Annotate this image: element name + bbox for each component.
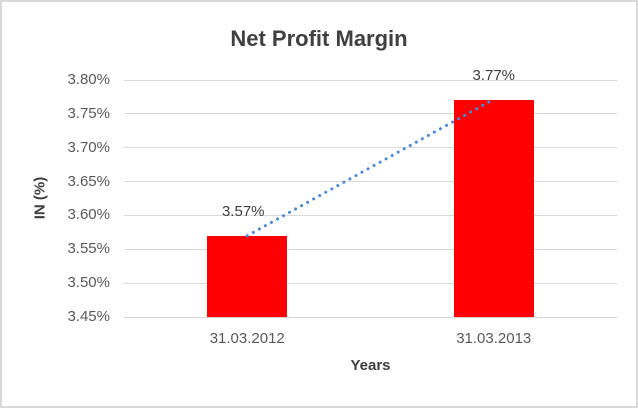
- gridline: [124, 282, 617, 284]
- y-tick-label: 3.70%: [67, 138, 110, 156]
- y-tick-label: 3.80%: [67, 71, 110, 88]
- y-tick-label: 3.45%: [67, 308, 110, 325]
- x-tick-label: 31.03.2013: [456, 330, 532, 347]
- y-tick-label: 3.60%: [67, 206, 110, 224]
- x-tick-label: 31.03.2012: [209, 330, 285, 347]
- x-axis-title: Years: [350, 357, 391, 374]
- gridline: [124, 181, 617, 183]
- chart-title: Net Profit Margin: [230, 26, 408, 51]
- trendline: [245, 98, 494, 238]
- gridline: [124, 248, 617, 250]
- data-label: 3.77%: [472, 67, 516, 85]
- y-tick-label: 3.75%: [67, 104, 110, 122]
- gridline: [124, 79, 617, 81]
- bar-31.03.2013: [453, 100, 534, 317]
- data-label: 3.57%: [221, 202, 265, 220]
- gridline: [124, 214, 617, 216]
- y-tick-label: 3.50%: [67, 274, 110, 292]
- y-tick-label: 3.55%: [67, 240, 110, 258]
- x-axis-line: [124, 316, 617, 318]
- gridline: [124, 147, 617, 149]
- bar-31.03.2012: [207, 235, 288, 317]
- gridline: [124, 113, 617, 115]
- y-tick-label: 3.65%: [67, 172, 110, 190]
